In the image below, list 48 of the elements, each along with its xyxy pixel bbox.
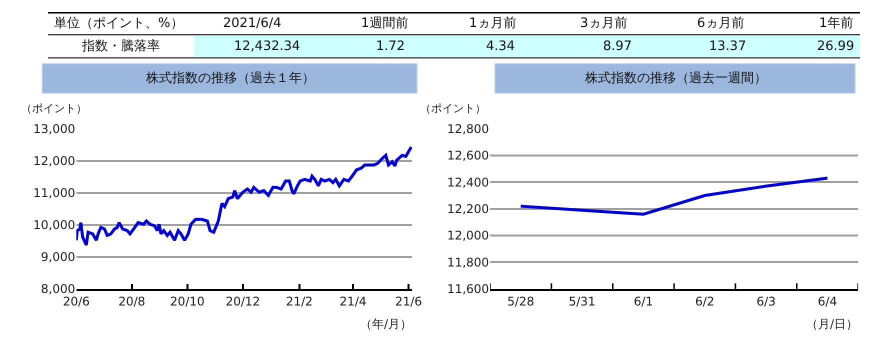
y-tick-label: 12,000 — [447, 228, 490, 243]
y-tick-label: 12,800 — [447, 122, 490, 136]
x-tick-label: 21/2 — [286, 294, 313, 308]
y-axis-title: （ポイント） — [21, 102, 87, 115]
x-tick-label: 20/6 — [62, 294, 90, 308]
category-label: 1ヵ月前 — [469, 16, 516, 31]
text: 単位（ポイント、%） — [54, 16, 184, 31]
y-tick-label: 8,000 — [40, 282, 76, 296]
y-tick-label: 12,400 — [447, 175, 490, 190]
category-label: 3ヵ月前 — [580, 16, 628, 31]
x-axis-title: （月/日） — [806, 317, 858, 331]
y-tick-label: 9,000 — [40, 250, 76, 264]
y-axis-title: （ポイント） — [420, 102, 486, 115]
category-label: 指数・騰落率 — [82, 39, 160, 54]
x-tick-label: 20/8 — [118, 294, 146, 308]
x-tick-label: 20/12 — [226, 294, 260, 308]
category-label: 2021/6/4 — [223, 16, 282, 31]
x-axis-title: （年/月） — [360, 317, 412, 331]
y-tick-label: 11,800 — [447, 255, 490, 270]
y-tick-label: 12,000 — [33, 154, 76, 168]
x-tick-label: 21/6 — [395, 294, 422, 308]
data-label: 1.72 — [376, 39, 405, 54]
y-tick-label: 12,600 — [447, 148, 490, 163]
data-label: 26.99 — [817, 39, 854, 54]
category-label: 1週間前 — [361, 16, 408, 31]
y-tick-label: 10,000 — [33, 218, 76, 232]
data-label: 4.34 — [486, 39, 515, 54]
x-tick-label: 5/28 — [507, 294, 534, 308]
x-tick-label: 21/4 — [340, 294, 366, 308]
x-tick-label: 6/2 — [695, 294, 714, 308]
chart-title: 株式指数の推移（過去１年） — [145, 71, 315, 86]
chart-title: 株式指数の推移（過去一週間） — [584, 71, 767, 86]
category-label: 1年前 — [819, 16, 854, 31]
y-tick-label: 13,000 — [33, 122, 76, 136]
line-series — [76, 146, 412, 247]
line-series — [519, 176, 829, 216]
x-tick-label: 6/4 — [818, 294, 838, 308]
category-label: 6ヵ月前 — [697, 16, 744, 31]
data-label: 8.97 — [603, 39, 632, 54]
y-tick-label: 11,000 — [33, 186, 76, 200]
x-tick-label: 6/3 — [756, 294, 776, 308]
x-tick-label: 6/1 — [634, 294, 654, 308]
data-label: 12,432.34 — [234, 39, 300, 54]
data-label: 13.37 — [709, 39, 746, 54]
x-tick-label: 5/31 — [568, 294, 596, 308]
x-tick-label: 20/10 — [170, 294, 205, 308]
y-tick-label: 12,200 — [447, 202, 490, 216]
y-tick-label: 11,600 — [447, 282, 490, 296]
